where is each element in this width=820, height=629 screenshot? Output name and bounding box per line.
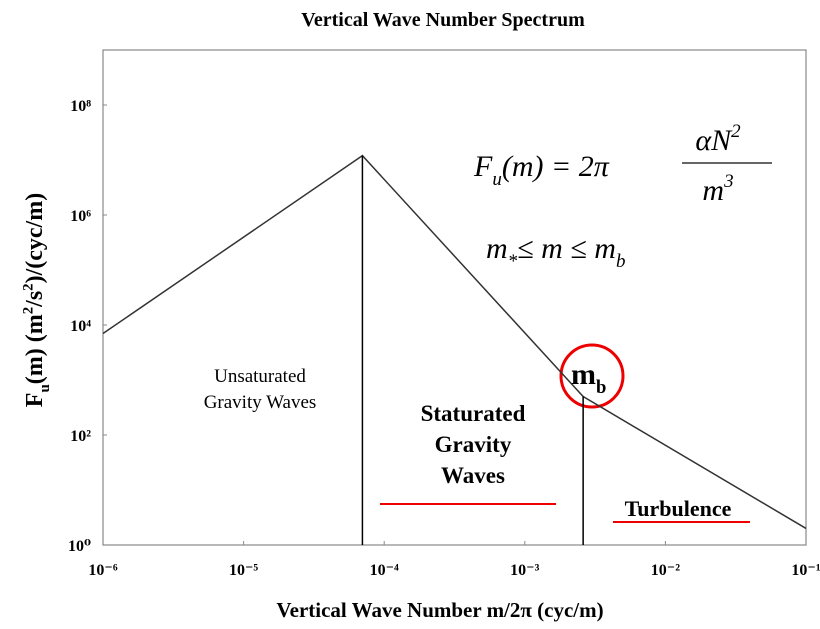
y-tick-label: 10⁸: [70, 98, 91, 115]
region-label: Gravity Waves: [204, 392, 317, 413]
plot-frame: [102, 49, 807, 546]
y-tick-label: 10⁴: [70, 318, 91, 335]
formula-part: ≤ m ≤ m: [517, 232, 616, 265]
y-axis-label-part: 2: [20, 283, 36, 290]
mb-label: mb: [571, 358, 606, 398]
formula-part: 2: [731, 121, 741, 142]
formula: αN2: [695, 121, 741, 157]
region-label: Unsaturated: [214, 366, 306, 387]
spectrum-line: [102, 154, 807, 530]
y-axis-label-part: (m) (m: [22, 314, 48, 384]
region-label: Staturated: [421, 401, 526, 426]
formula-part: 3: [723, 171, 734, 192]
formula-part: m: [486, 232, 508, 265]
y-axis-label-part: 2: [20, 307, 36, 314]
y-axis-label-part: u: [37, 384, 53, 392]
formula-part: *: [508, 251, 518, 272]
formula-part: αN: [695, 124, 733, 157]
chart-title: Vertical Wave Number Spectrum: [301, 9, 585, 31]
formula-part: b: [616, 251, 626, 272]
y-tick-label: 10⁶: [70, 208, 91, 225]
y-tick-label: 10²: [70, 428, 91, 445]
formula: m*≤ m ≤ mb: [486, 232, 625, 272]
formula-part: F: [473, 150, 493, 183]
formula-part: (m) = 2π: [502, 150, 610, 183]
formula-part: m: [702, 174, 724, 207]
region-label: Gravity: [435, 432, 512, 457]
y-axis-label-part: /s: [22, 291, 48, 308]
x-tick-label: 10⁻⁵: [229, 562, 258, 579]
formula: Fu(m) = 2π: [473, 150, 610, 190]
x-tick-label: 10⁻²: [651, 562, 680, 579]
y-axis-label: Fu(m) (m2/s2)/(cyc/m): [20, 193, 53, 407]
x-tick-label: 10⁻⁶: [88, 562, 117, 579]
y-tick-label: 10⁰: [68, 538, 91, 555]
y-axis-label-part: F: [22, 393, 48, 408]
x-tick-label: 10⁻³: [510, 562, 539, 579]
highlight-circle: [559, 343, 625, 409]
x-tick-label: 10⁻¹: [791, 562, 820, 579]
x-tick-label: 10⁻⁴: [370, 562, 399, 579]
region-label: Turbulence: [625, 496, 732, 521]
formula: m3: [702, 171, 733, 207]
x-axis-label: Vertical Wave Number m/2π (cyc/m): [276, 598, 603, 622]
mb-label-part: m: [571, 358, 596, 391]
mb-label-part: b: [596, 377, 606, 398]
region-label: Waves: [441, 463, 505, 488]
formula-part: u: [492, 169, 502, 190]
y-axis-label-part: )/(cyc/m): [22, 193, 48, 284]
